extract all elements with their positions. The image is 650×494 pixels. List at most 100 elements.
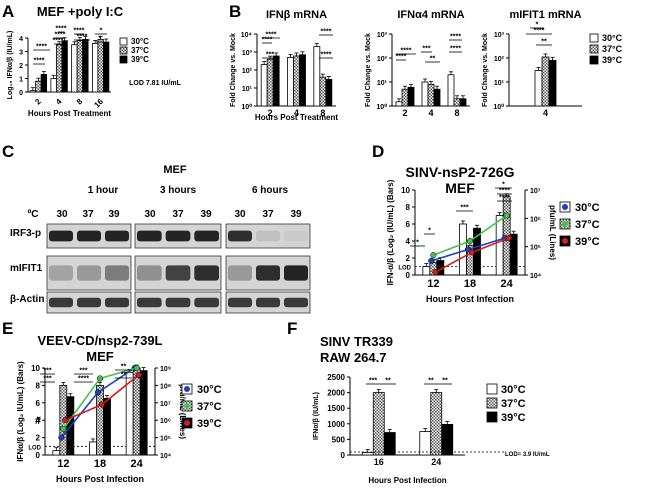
lod-annotation: LOD= 3.9 IU/mL: [505, 452, 550, 458]
y2-tick-label: 10⁷: [160, 401, 171, 408]
x-tick-label: 8: [320, 108, 325, 118]
line-point-1-2: [133, 364, 140, 372]
blot-band-1-4: [165, 265, 191, 281]
bar-8-1: [319, 76, 327, 107]
legend-label-0: 30°C: [131, 37, 149, 46]
bar-18-0: [89, 441, 97, 456]
y-tick-label: 8: [36, 381, 41, 390]
sig-label-5: ****: [499, 195, 510, 202]
sig-label-1: **: [385, 378, 391, 385]
x-tick-label: 18: [464, 278, 476, 290]
bar-2-1: [35, 80, 42, 93]
bar-2-1: [266, 58, 274, 107]
sig-label-0: ****: [396, 54, 407, 61]
y-tick-label: 0: [19, 90, 23, 97]
y2-tick-label: 10⁶: [160, 418, 171, 425]
legend-label-1: 37°C: [602, 44, 623, 54]
bar-16-0: [91, 43, 99, 93]
x-axis-label: Hours Post Infection: [56, 474, 144, 484]
chart-subtitle: MEF: [86, 349, 114, 364]
bar-4-1: [55, 44, 63, 93]
y-tick-label: 0: [36, 451, 41, 460]
western-row-irf3: IRF3-p: [10, 228, 41, 239]
x-tick-label: 4: [294, 108, 299, 118]
sig-label-2: ***: [422, 46, 430, 53]
x-tick-label: 12: [427, 278, 439, 290]
bar-12-0: [52, 450, 61, 456]
bar-12-0: [422, 266, 431, 276]
blot-band-2-5: [194, 297, 219, 308]
panel-letter-e: E: [2, 319, 13, 338]
blot-band-2-7: [256, 297, 280, 308]
x-axis-label: Hours Post Treatment: [28, 109, 111, 118]
x-tick-label: 2: [402, 108, 407, 118]
bar-4-2: [548, 59, 557, 107]
y-tick-label: 1500: [327, 404, 345, 413]
y2-tick-label: 10⁷: [530, 188, 541, 195]
line-point-2-0: [62, 417, 69, 424]
y-axis-label: IFNα/β (IU/mL): [313, 392, 320, 440]
blot-band-0-5: [194, 230, 219, 242]
y-tick-label: 10¹: [242, 86, 253, 93]
sig-label-2: ***: [460, 205, 468, 212]
blot-band-2-2: [105, 297, 129, 308]
sig-label-2: ****: [55, 32, 66, 39]
y-tick-label: 4: [19, 36, 23, 43]
bar-2-1: [401, 88, 409, 107]
legend-swatch-1: [119, 46, 128, 55]
bar-8-0: [313, 46, 321, 107]
y-tick-label: 1000: [327, 420, 345, 429]
western-row-mifit1: mIFIT1: [10, 263, 43, 274]
sig-label-4: **: [121, 364, 127, 371]
x-tick-label: 8: [454, 108, 459, 118]
y-tick-label: 10³: [242, 50, 253, 57]
western-temp-8: 39: [290, 209, 302, 220]
legend-marker-diamond: [562, 204, 568, 210]
y-axis-label: Fold Change vs. Mock: [230, 33, 237, 107]
chart-subtitle: RAW 264.7: [320, 350, 386, 365]
legend-label-0: 30°C: [575, 202, 600, 214]
blot-band-0-2: [105, 230, 129, 242]
blot-band-1-5: [194, 265, 219, 281]
sig-label-4: ****: [499, 188, 510, 195]
y2-tick-label: 10⁵: [530, 245, 541, 252]
sig-label-0: ****: [262, 37, 273, 44]
blot-band-2-6: [228, 297, 252, 308]
y-tick-label: 8: [406, 203, 411, 212]
bar-2-0: [395, 101, 403, 107]
legend-label-2: 39°C: [131, 55, 149, 64]
blot-band-1-8: [284, 265, 308, 281]
sig-label-5: **: [121, 372, 127, 379]
sig-label-5: ****: [74, 28, 85, 35]
legend-marker-diamond: [184, 386, 190, 392]
blot-band-1-7: [256, 265, 280, 281]
chart-title: IFNα4 mRNA: [397, 9, 464, 21]
line-point-1-2: [503, 212, 510, 219]
blot-band-2-0: [49, 297, 73, 308]
bar-2-0: [260, 64, 268, 107]
bar-4-1: [293, 55, 300, 107]
x-tick-label: 24: [431, 457, 441, 467]
bar-18-2: [103, 398, 111, 456]
blot-band-0-8: [284, 230, 308, 242]
legend-label-1: 37°C: [575, 219, 600, 231]
y-tick-label: 10¹: [377, 80, 388, 87]
sig-label-3: *: [502, 182, 505, 189]
bar-24-2: [509, 233, 518, 276]
legend-marker-pentagon: [184, 420, 190, 426]
line-point-0-1: [94, 389, 102, 396]
blot-band-2-1: [77, 297, 101, 308]
chart-title: SINV TR339: [320, 334, 393, 349]
western-temp-6: 30: [234, 209, 246, 220]
western-blot: MEF 1 hour 3 hours 6 hours ºC 30 37 39 30 37…: [10, 164, 311, 314]
chart-title: VEEV-CD/nsp2-739L: [38, 333, 163, 348]
legend-swatch-2: [119, 55, 128, 64]
sig-label-3: *: [100, 28, 103, 35]
western-temp-3: 30: [144, 209, 156, 220]
western-row-actin: β-Actin: [10, 294, 44, 305]
line-point-2-1: [98, 401, 106, 408]
sig-label-7: *: [99, 36, 102, 43]
line-point-1-1: [466, 237, 474, 245]
chart-title: SINV-nsP2-726G: [406, 164, 515, 180]
line-point-0-0: [428, 257, 435, 264]
